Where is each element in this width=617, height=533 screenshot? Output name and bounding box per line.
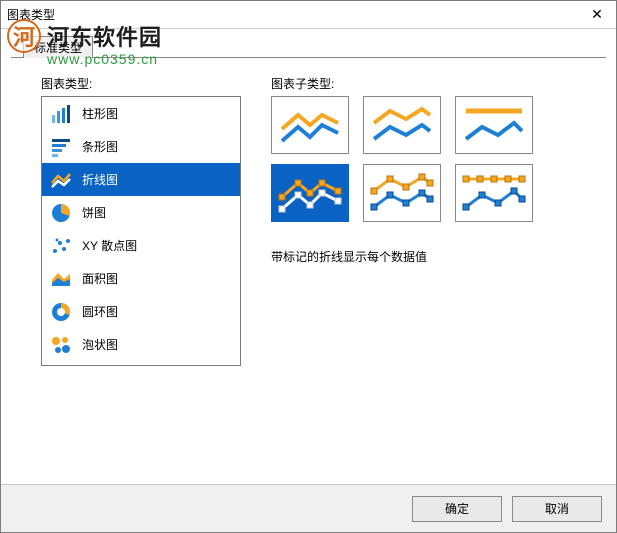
subtype-stacked-line-icon bbox=[368, 101, 436, 149]
pie-chart-icon bbox=[50, 202, 72, 224]
ok-button[interactable]: 确定 bbox=[412, 496, 502, 522]
subtype-column: 图表子类型: bbox=[271, 75, 586, 366]
subtype-stacked-line-marker-icon bbox=[368, 169, 436, 217]
column-chart-icon bbox=[50, 103, 72, 125]
scatter-chart-icon bbox=[50, 235, 72, 257]
chart-type-item-column[interactable]: 柱形图 bbox=[42, 97, 240, 130]
title-bar: 图表类型 ✕ bbox=[1, 1, 616, 29]
tab-panel: 图表类型: 柱形图 bbox=[11, 57, 606, 376]
chart-type-item-doughnut[interactable]: 圆环图 bbox=[42, 295, 240, 328]
chart-type-item-line[interactable]: 折线图 bbox=[42, 163, 240, 196]
chart-type-item-scatter[interactable]: XY 散点图 bbox=[42, 229, 240, 262]
list-item-label: 饼图 bbox=[82, 204, 106, 221]
dialog-content: 标准类型 图表类型: 柱形图 bbox=[1, 29, 616, 376]
cancel-button[interactable]: 取消 bbox=[512, 496, 602, 522]
subtype-line-marker-icon bbox=[276, 169, 344, 217]
bubble-chart-icon bbox=[50, 334, 72, 356]
subtype-item-stacked-line-marker[interactable] bbox=[363, 164, 441, 222]
chart-type-item-pie[interactable]: 饼图 bbox=[42, 196, 240, 229]
tab-border bbox=[11, 57, 606, 58]
subtype-description: 带标记的折线显示每个数据值 bbox=[271, 248, 586, 265]
button-bar: 确定 取消 bbox=[1, 484, 616, 532]
subtype-item-line-marker[interactable] bbox=[271, 164, 349, 222]
doughnut-chart-icon bbox=[50, 301, 72, 323]
area-chart-icon bbox=[50, 268, 72, 290]
close-button[interactable]: ✕ bbox=[582, 3, 612, 25]
tab-strip: 标准类型 bbox=[23, 33, 606, 57]
subtype-item-line[interactable] bbox=[271, 96, 349, 154]
ok-button-label: 确定 bbox=[445, 500, 469, 517]
chart-type-item-area[interactable]: 面积图 bbox=[42, 262, 240, 295]
subtype-line-icon bbox=[276, 101, 344, 149]
chart-type-item-bubble[interactable]: 泡状图 bbox=[42, 328, 240, 361]
list-item-label: 泡状图 bbox=[82, 336, 118, 353]
chart-type-label: 图表类型: bbox=[41, 75, 241, 92]
cancel-button-label: 取消 bbox=[545, 500, 569, 517]
list-item-label: 条形图 bbox=[82, 138, 118, 155]
list-item-label: 折线图 bbox=[82, 171, 118, 188]
chart-type-item-bar[interactable]: 条形图 bbox=[42, 130, 240, 163]
chart-type-listbox[interactable]: 柱形图 条形图 折线图 bbox=[41, 96, 241, 366]
list-item-label: 面积图 bbox=[82, 270, 118, 287]
window-title: 图表类型 bbox=[7, 6, 55, 23]
subtype-100pct-line-marker-icon bbox=[460, 169, 528, 217]
subtype-item-100pct-line-marker[interactable] bbox=[455, 164, 533, 222]
subtype-100pct-line-icon bbox=[460, 101, 528, 149]
subtype-label: 图表子类型: bbox=[271, 75, 586, 92]
list-item-label: 柱形图 bbox=[82, 105, 118, 122]
tab-label: 标准类型 bbox=[34, 41, 82, 55]
subtype-item-100pct-line[interactable] bbox=[455, 96, 533, 154]
subtype-grid bbox=[271, 96, 586, 222]
subtype-item-stacked-line[interactable] bbox=[363, 96, 441, 154]
bar-chart-icon bbox=[50, 136, 72, 158]
chart-type-column: 图表类型: 柱形图 bbox=[41, 75, 241, 366]
list-item-label: XY 散点图 bbox=[82, 237, 137, 254]
tab-standard[interactable]: 标准类型 bbox=[23, 36, 93, 58]
close-icon: ✕ bbox=[591, 6, 603, 23]
list-item-label: 圆环图 bbox=[82, 303, 118, 320]
line-chart-icon bbox=[50, 169, 72, 191]
